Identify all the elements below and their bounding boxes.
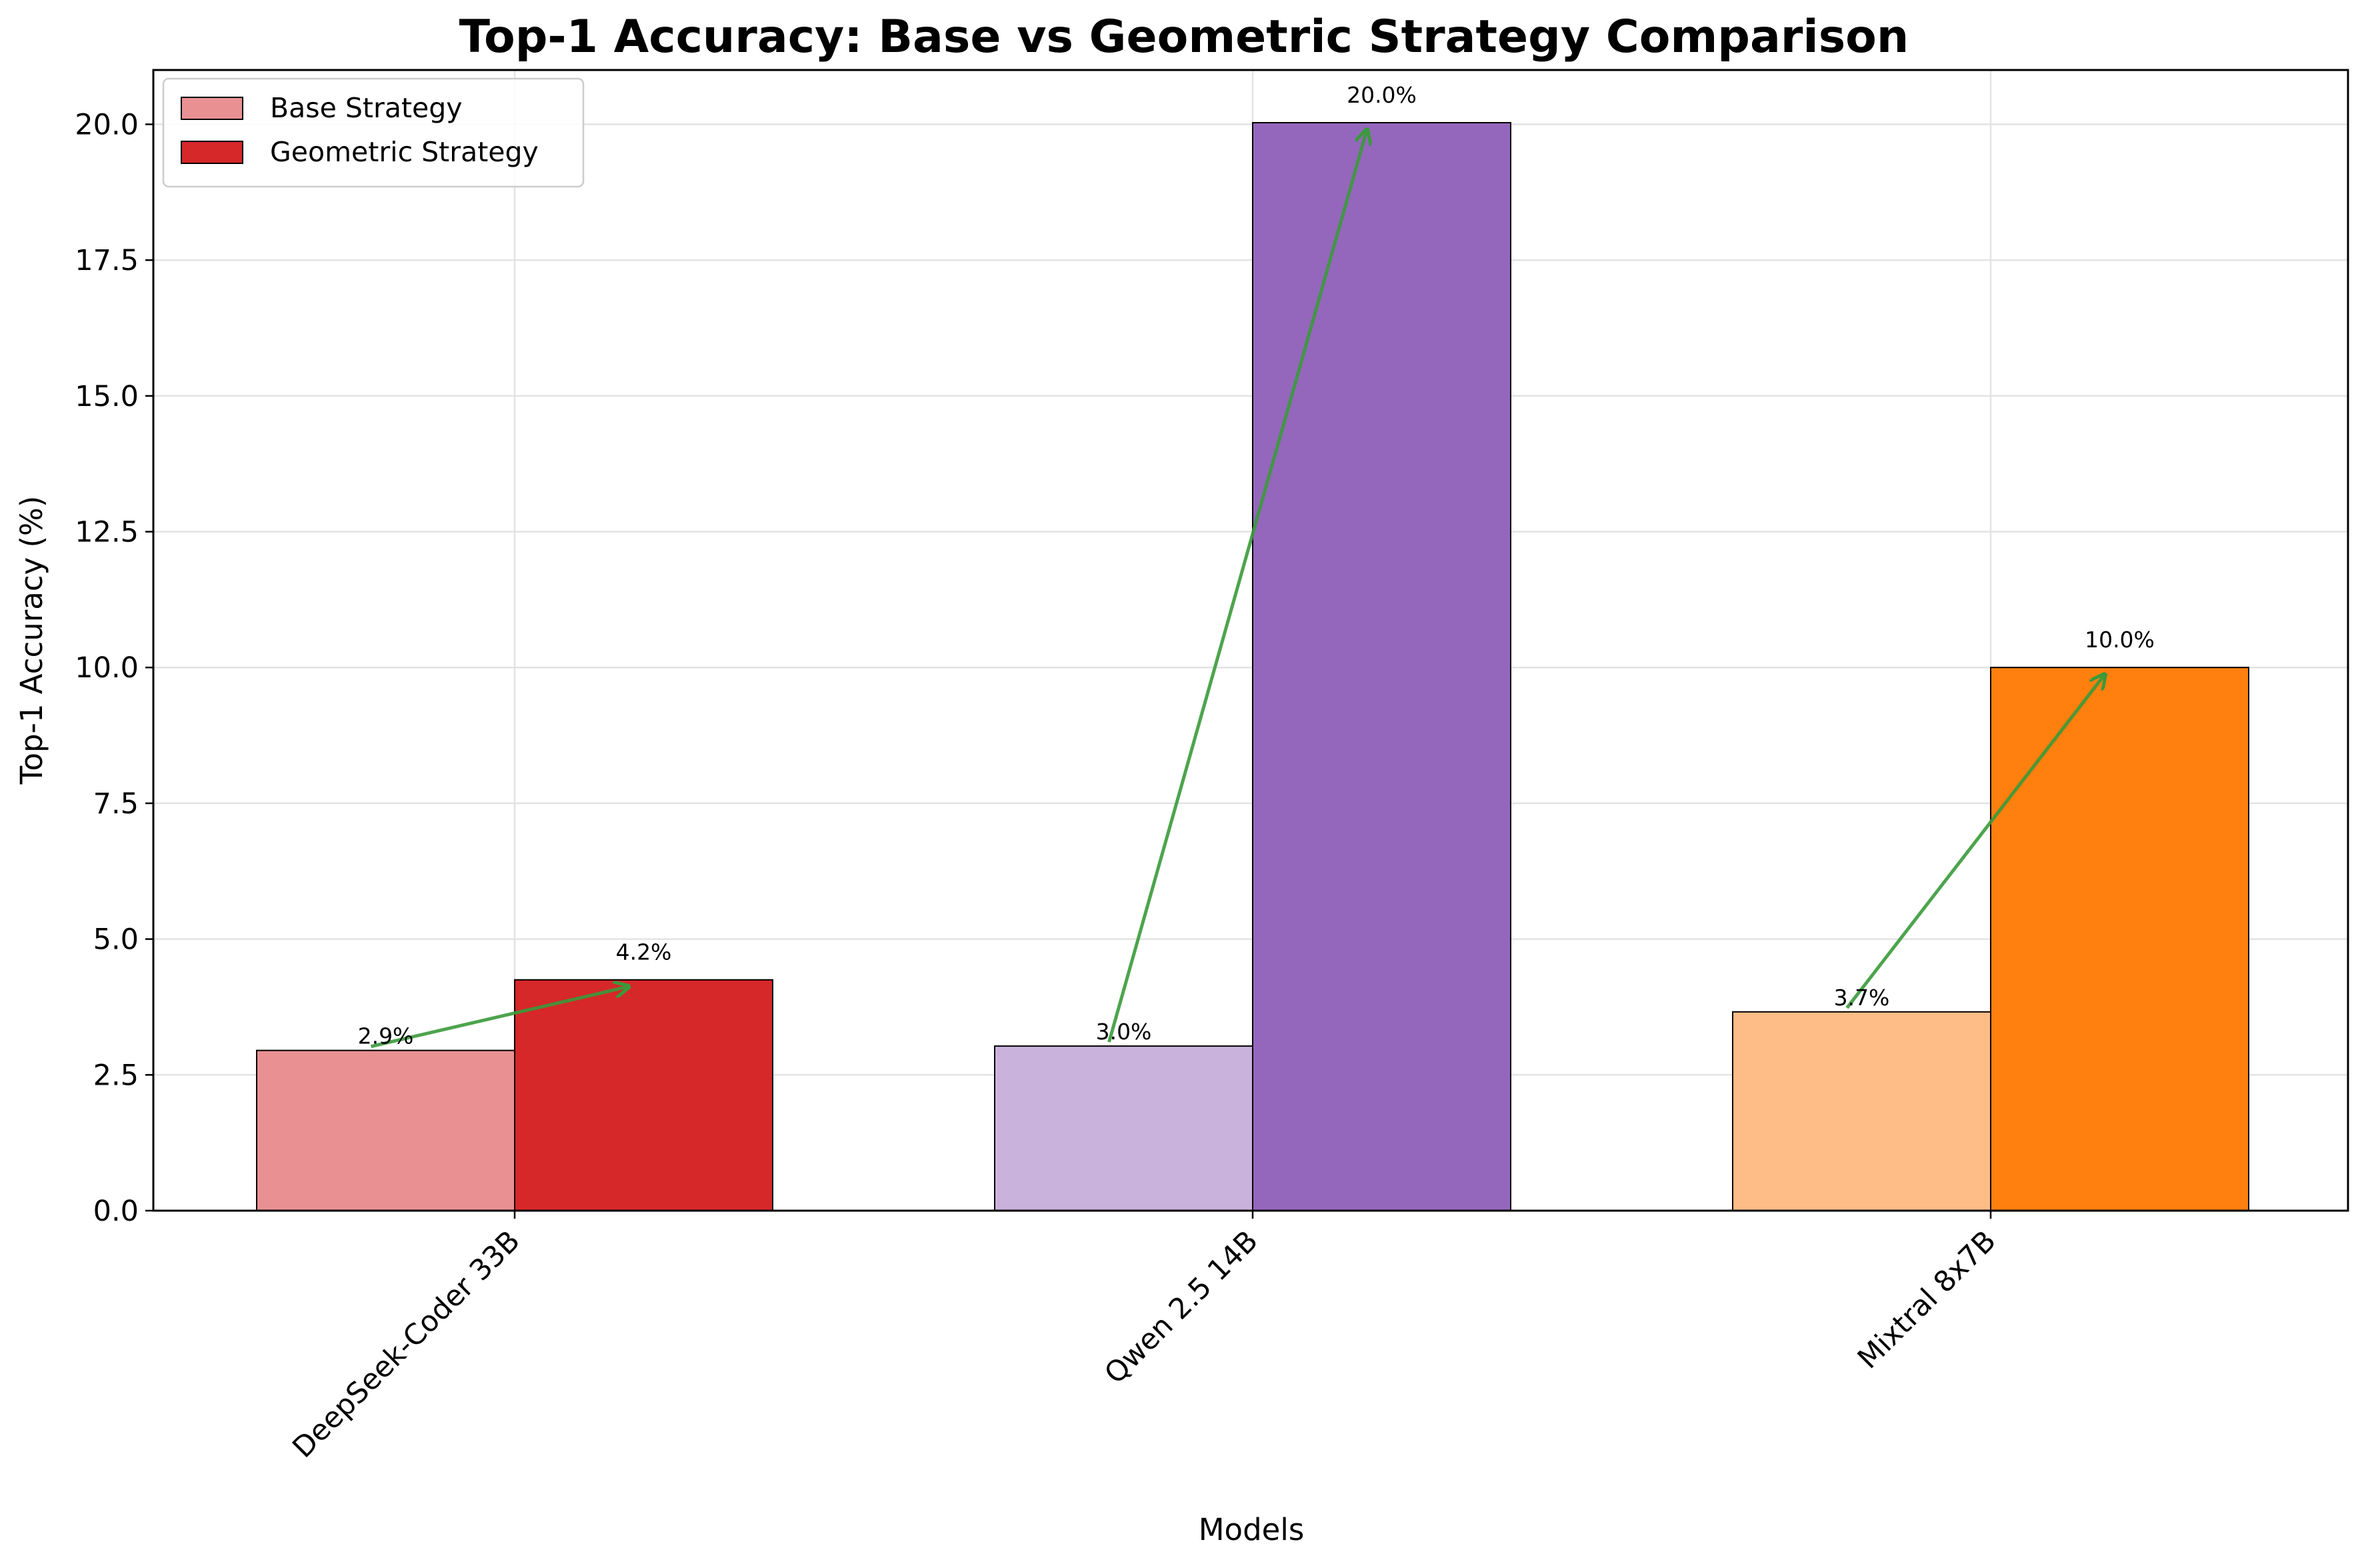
- improvement-arrow: [1845, 674, 2105, 1009]
- y-tick-label: 17.5: [75, 244, 139, 277]
- improvement-arrow: [370, 987, 629, 1049]
- y-tick-label: 12.5: [75, 516, 139, 549]
- bar-base-strategy: [1732, 1011, 1991, 1211]
- y-tick-label: 15.0: [75, 380, 139, 413]
- bar-label-base: 2.9%: [358, 1023, 414, 1049]
- x-tick-label: Mixtral 8x7B: [1851, 1224, 2003, 1375]
- x-tick-label: DeepSeek-Coder 33B: [286, 1224, 526, 1464]
- y-tick-label: 20.0: [75, 108, 139, 141]
- improvement-arrow: [1107, 129, 1367, 1043]
- bar-label-base: 3.0%: [1096, 1019, 1152, 1045]
- y-tick-label: 5.0: [93, 923, 139, 957]
- bar-geometric-strategy: [514, 979, 773, 1211]
- bar-base-strategy: [256, 1049, 515, 1212]
- y-tick-label: 2.5: [93, 1059, 139, 1092]
- legend-label: Base Strategy: [270, 92, 463, 124]
- x-tick-label: Qwen 2.5 14B: [1098, 1224, 1264, 1390]
- legend-label: Geometric Strategy: [270, 136, 539, 168]
- bar-label-geometric: 10.0%: [2085, 627, 2155, 653]
- plot-frame: [152, 69, 2349, 1212]
- y-tick-label: 0.0: [93, 1195, 139, 1228]
- bars: [256, 122, 2249, 1212]
- y-axis-title: Top-1 Accuracy (%): [14, 496, 49, 785]
- y-tick-label: 7.5: [93, 787, 139, 821]
- bar-label-geometric: 20.0%: [1347, 82, 1417, 108]
- x-axis-title: Models: [1199, 1512, 1305, 1547]
- y-tick-label: 10.0: [75, 651, 139, 685]
- legend-box: [162, 77, 585, 188]
- improvement-arrows: [370, 129, 2105, 1049]
- bar-geometric-strategy: [1990, 667, 2249, 1211]
- legend-swatch: [181, 141, 243, 164]
- bar-base-strategy: [994, 1045, 1253, 1212]
- bar-label-geometric: 4.2%: [616, 939, 672, 965]
- bar-label-base: 3.7%: [1834, 985, 1890, 1011]
- chart-title: Top-1 Accuracy: Base vs Geometric Strate…: [459, 11, 1909, 63]
- bar-value-labels: 2.9% 4.2% 3.0% 20.0% 3.7% 10.0%: [358, 82, 2155, 1049]
- bar-geometric-strategy: [1252, 122, 1511, 1212]
- legend-swatch: [181, 97, 243, 120]
- legend: Base Strategy Geometric Strategy: [162, 77, 585, 188]
